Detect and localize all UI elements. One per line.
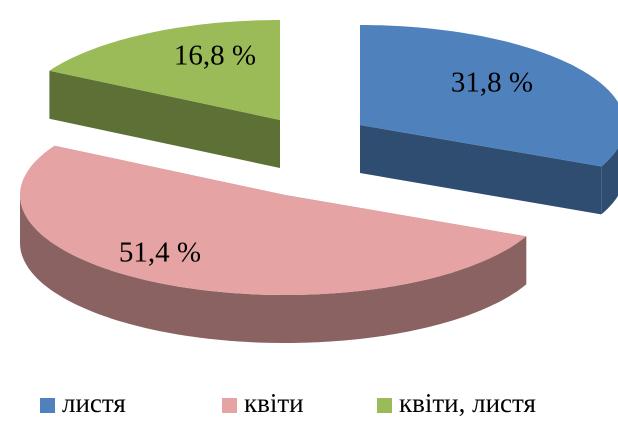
slice-side xyxy=(20,195,527,343)
value-label: 16,8 % xyxy=(174,40,256,72)
value-label: 31,8 % xyxy=(451,67,533,99)
legend-swatch xyxy=(377,398,392,413)
value-label: 51,4 % xyxy=(119,237,201,269)
slice xyxy=(360,25,618,215)
slice xyxy=(20,145,527,343)
slice xyxy=(49,20,281,168)
legend-label: листя xyxy=(62,388,126,418)
legend-swatch xyxy=(40,398,55,413)
legend-label: квіти, листя xyxy=(399,388,536,418)
slice-wall xyxy=(360,125,602,215)
legend-swatch xyxy=(222,398,237,413)
slice-top xyxy=(49,20,281,120)
slice-top xyxy=(360,25,618,167)
slice-side xyxy=(601,147,618,215)
legend-label: квіти xyxy=(244,388,304,418)
slice-wall xyxy=(49,70,281,168)
slice-top xyxy=(20,145,527,295)
